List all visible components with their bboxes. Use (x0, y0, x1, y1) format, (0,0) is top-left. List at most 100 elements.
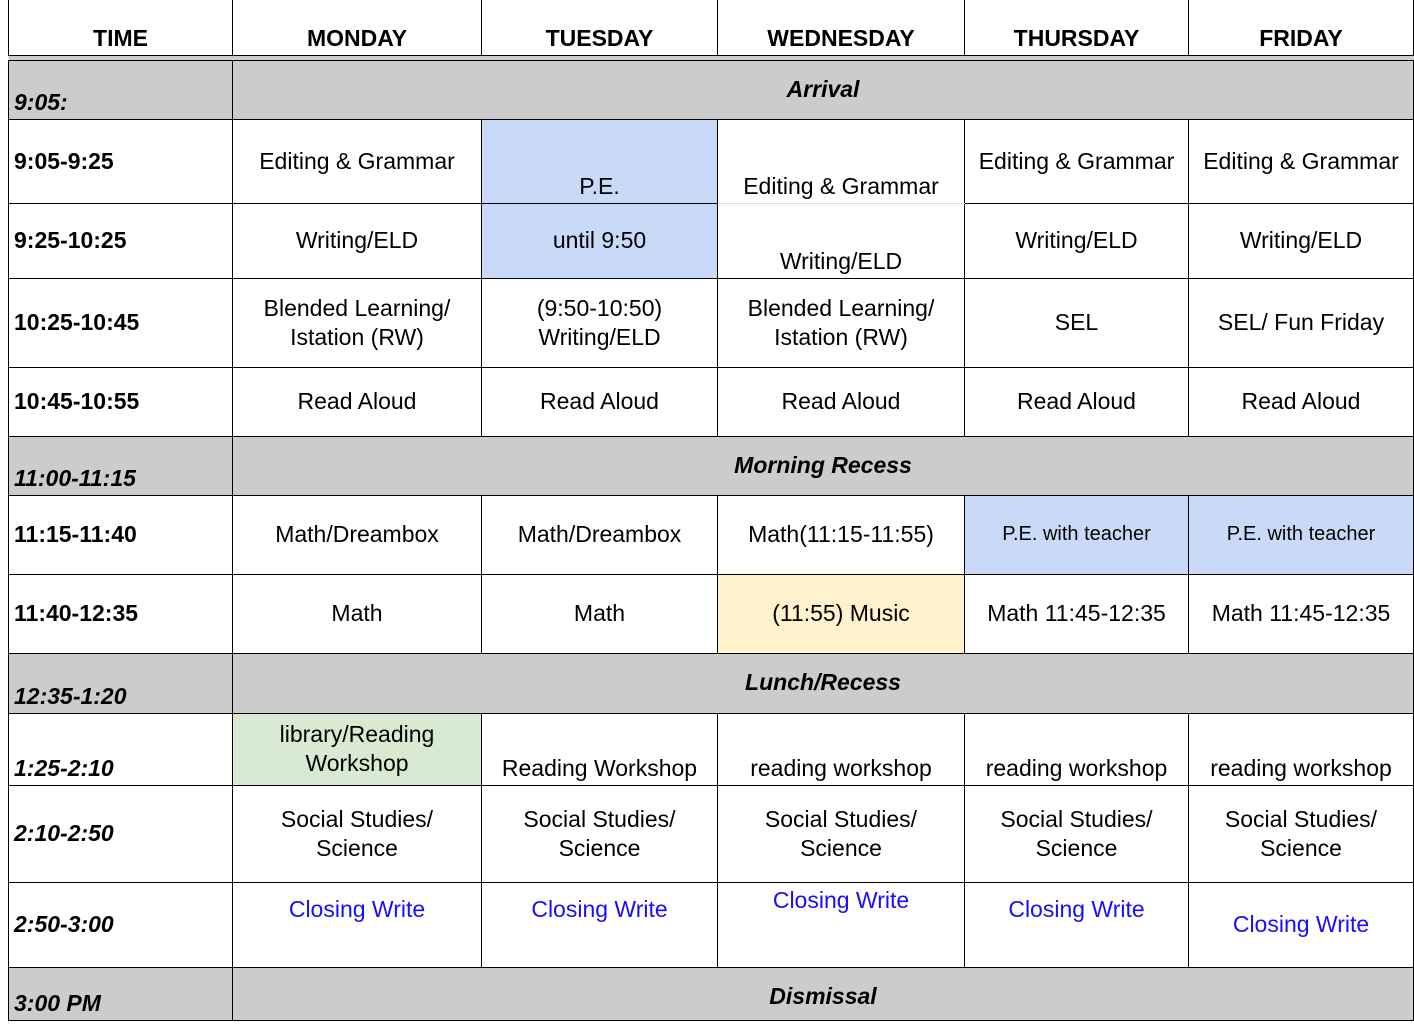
activity-text: Reading Workshop (501, 754, 698, 781)
cell-monday[interactable]: Math/Dreambox (232, 494, 482, 575)
activity-text: library/Reading Workshop (279, 721, 435, 776)
band-row: 12:35-1:20 Lunch/Recess (8, 652, 1414, 714)
activity-text: Math 11:45-12:35 (987, 600, 1166, 626)
band-label[interactable]: Morning Recess (232, 435, 1414, 496)
closing-write-link[interactable]: Closing Write (1008, 895, 1145, 922)
cell-tuesday[interactable]: Reading Workshop (481, 712, 718, 786)
cell-tuesday[interactable]: Closing Write (481, 881, 718, 968)
activity-text: Read Aloud (540, 388, 659, 414)
time-cell[interactable]: 2:10-2:50 (8, 784, 233, 883)
closing-write-link[interactable]: Closing Write (531, 895, 668, 922)
cell-tuesday[interactable]: until 9:50 (481, 202, 718, 279)
activity-text: Editing & Grammar (259, 147, 455, 174)
schedule-row: 10:45-10:55 Read Aloud Read Aloud Read Alou… (8, 366, 1414, 437)
cell-monday[interactable]: Closing Write (232, 881, 482, 968)
cell-wednesday[interactable]: Closing Write (717, 881, 965, 968)
activity-text: until 9:50 (552, 227, 647, 253)
cell-monday[interactable]: Blended Learning/ Istation (RW) (232, 277, 482, 368)
time-cell[interactable]: 11:40-12:35 (8, 573, 233, 654)
activity-text: Editing & Grammar (1203, 147, 1399, 174)
cell-wednesday[interactable]: Social Studies/ Science (717, 784, 965, 883)
cell-friday[interactable]: Writing/ELD (1188, 202, 1414, 279)
cell-monday[interactable]: Editing & Grammar (232, 118, 482, 204)
cell-friday[interactable]: SEL/ Fun Friday (1188, 277, 1414, 368)
activity-text: P.E. with teacher (1002, 523, 1151, 545)
cell-thursday[interactable]: Editing & Grammar (964, 118, 1189, 204)
band-label[interactable]: Arrival (232, 59, 1414, 120)
cell-wednesday[interactable]: Math(11:15-11:55) (717, 494, 965, 575)
cell-monday[interactable]: Math (232, 573, 482, 654)
time-cell[interactable]: 10:25-10:45 (8, 277, 233, 368)
band-label[interactable]: Dismissal (232, 966, 1414, 1021)
cell-monday[interactable]: Read Aloud (232, 366, 482, 437)
time-cell[interactable]: 3:00 PM (8, 966, 233, 1021)
activity-text: Math 11:45-12:35 (1211, 600, 1391, 626)
activity-text: P.E. with teacher (1226, 523, 1376, 545)
cell-friday[interactable]: Read Aloud (1188, 366, 1414, 437)
cell-thursday[interactable]: P.E. with teacher (964, 494, 1189, 575)
activity-text: reading workshop (750, 754, 932, 781)
cell-friday[interactable]: Social Studies/ Science (1188, 784, 1414, 883)
time-cell[interactable]: 10:45-10:55 (8, 366, 233, 437)
cell-wednesday[interactable]: Read Aloud (717, 366, 965, 437)
activity-text: Social Studies/ Science (1000, 805, 1153, 861)
time-cell[interactable]: 2:50-3:00 (8, 881, 233, 968)
cell-tuesday[interactable]: P.E. (481, 118, 718, 204)
activity-text: Blended Learning/ Istation (RW) (263, 294, 451, 350)
activity-text: reading workshop (985, 754, 1168, 781)
cell-tuesday[interactable]: Social Studies/ Science (481, 784, 718, 883)
time-cell[interactable]: 9:05: (8, 59, 233, 120)
cell-wednesday[interactable]: Editing & Grammar (717, 118, 965, 204)
schedule-table: TIME MONDAY TUESDAY WEDNESDAY THURSDAY F… (8, 0, 1414, 1021)
activity-text: P.E. (579, 172, 620, 199)
time-cell[interactable]: 11:15-11:40 (8, 494, 233, 575)
time-cell[interactable]: 12:35-1:20 (8, 652, 233, 714)
cell-thursday[interactable]: Closing Write (964, 881, 1189, 968)
time-cell[interactable]: 9:25-10:25 (8, 202, 233, 279)
activity-text: Math/Dreambox (517, 521, 682, 547)
time-cell[interactable]: 9:05-9:25 (8, 118, 233, 204)
activity-text: (9:50-10:50) Writing/ELD (536, 294, 663, 350)
time-cell[interactable]: 11:00-11:15 (8, 435, 233, 496)
cell-tuesday[interactable]: Math/Dreambox (481, 494, 718, 575)
cell-friday[interactable]: P.E. with teacher (1188, 494, 1414, 575)
activity-text: Editing & Grammar (743, 172, 939, 199)
cell-thursday[interactable]: SEL (964, 277, 1189, 368)
closing-write-link[interactable]: Closing Write (772, 886, 910, 913)
header-wednesday: WEDNESDAY (717, 0, 965, 56)
cell-thursday[interactable]: Writing/ELD (964, 202, 1189, 279)
cell-wednesday[interactable]: Writing/ELD (717, 202, 965, 279)
schedule-row: 9:25-10:25 Writing/ELD until 9:50 Writing/E… (8, 202, 1414, 279)
schedule-row: 9:05-9:25 Editing & Grammar P.E. Editing & … (8, 118, 1414, 204)
time-cell[interactable]: 1:25-2:10 (8, 712, 233, 786)
cell-friday[interactable]: reading workshop (1188, 712, 1414, 786)
cell-thursday[interactable]: Read Aloud (964, 366, 1189, 437)
cell-friday[interactable]: Closing Write (1188, 881, 1414, 968)
activity-text: Social Studies/ Science (280, 805, 434, 861)
cell-wednesday[interactable]: Blended Learning/ Istation (RW) (717, 277, 965, 368)
closing-write-link[interactable]: Closing Write (288, 895, 426, 922)
cell-monday[interactable]: library/Reading Workshop (232, 712, 482, 786)
cell-thursday[interactable]: Math 11:45-12:35 (964, 573, 1189, 654)
activity-text: Read Aloud (1241, 388, 1361, 414)
cell-friday[interactable]: Math 11:45-12:35 (1188, 573, 1414, 654)
cell-wednesday[interactable]: (11:55) Music (717, 573, 965, 654)
cell-friday[interactable]: Editing & Grammar (1188, 118, 1414, 204)
header-tuesday: TUESDAY (481, 0, 718, 56)
activity-text: Writing/ELD (779, 247, 903, 274)
closing-write-link[interactable]: Closing Write (1232, 911, 1370, 937)
cell-tuesday[interactable]: Read Aloud (481, 366, 718, 437)
cell-thursday[interactable]: Social Studies/ Science (964, 784, 1189, 883)
cell-tuesday[interactable]: Math (481, 573, 718, 654)
cell-monday[interactable]: Writing/ELD (232, 202, 482, 279)
cell-thursday[interactable]: reading workshop (964, 712, 1189, 786)
cell-monday[interactable]: Social Studies/ Science (232, 784, 482, 883)
band-label[interactable]: Lunch/Recess (232, 652, 1414, 714)
schedule-row: 1:25-2:10 library/Reading Workshop Reading… (8, 712, 1414, 786)
cell-wednesday[interactable]: reading workshop (717, 712, 965, 786)
cell-tuesday[interactable]: (9:50-10:50) Writing/ELD (481, 277, 718, 368)
activity-text: Social Studies/ Science (523, 805, 676, 861)
schedule-row: 2:10-2:50 Social Studies/ Science Social S… (8, 784, 1414, 883)
schedule-row: 11:15-11:40 Math/Dreambox Math/Dreambox Mat… (8, 494, 1414, 575)
schedule-row: 10:25-10:45 Blended Learning/ Istation (R… (8, 277, 1414, 368)
